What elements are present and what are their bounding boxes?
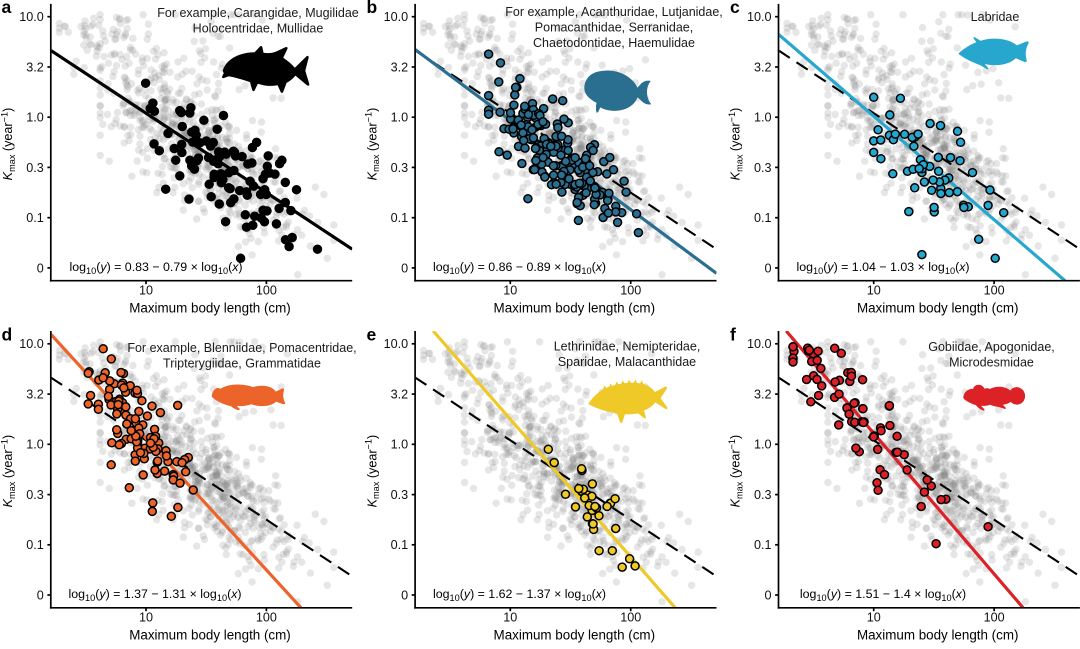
svg-text:0: 0: [37, 588, 44, 602]
svg-text:3.2: 3.2: [754, 387, 772, 401]
svg-text:Lethrinidae, Nemipteridae,: Lethrinidae, Nemipteridae,: [554, 339, 701, 353]
svg-text:log10(y) = 1.37 − 1.31 × log10: log10(y) = 1.37 − 1.31 × log10(x): [68, 587, 241, 603]
svg-text:Kmax (year−1): Kmax (year−1): [0, 108, 17, 181]
svg-text:10: 10: [139, 284, 153, 298]
svg-text:0.1: 0.1: [754, 211, 772, 225]
svg-text:Pomacanthidae, Serranidae,: Pomacanthidae, Serranidae,: [535, 20, 693, 34]
svg-text:100: 100: [256, 284, 277, 298]
svg-text:0: 0: [401, 261, 408, 275]
svg-text:3.2: 3.2: [26, 387, 44, 401]
svg-text:100: 100: [620, 284, 641, 298]
svg-text:Kmax (year−1): Kmax (year−1): [727, 435, 744, 508]
svg-text:0.1: 0.1: [391, 211, 409, 225]
svg-text:0: 0: [764, 261, 771, 275]
svg-text:0.1: 0.1: [754, 538, 772, 552]
svg-text:0.1: 0.1: [391, 538, 409, 552]
svg-text:10.0: 10.0: [384, 337, 409, 351]
svg-text:0.3: 0.3: [754, 488, 772, 502]
svg-text:Maximum body length (cm): Maximum body length (cm): [129, 301, 290, 316]
svg-text:Labridae: Labridae: [971, 10, 1020, 24]
svg-text:10.0: 10.0: [19, 337, 44, 351]
svg-text:100: 100: [256, 611, 277, 625]
svg-text:Chaetodontidae, Haemulidae: Chaetodontidae, Haemulidae: [533, 36, 695, 50]
svg-text:0: 0: [401, 588, 408, 602]
svg-text:10.0: 10.0: [384, 10, 409, 24]
svg-text:b: b: [367, 0, 378, 17]
svg-text:100: 100: [984, 284, 1005, 298]
svg-text:e: e: [367, 324, 377, 344]
svg-text:d: d: [2, 324, 13, 344]
svg-text:Holocentridae, Mullidae: Holocentridae, Mullidae: [193, 21, 324, 35]
svg-text:1.0: 1.0: [26, 438, 44, 452]
svg-text:1.0: 1.0: [754, 438, 772, 452]
svg-text:0.3: 0.3: [391, 488, 409, 502]
svg-text:100: 100: [620, 611, 641, 625]
svg-text:For example, Carangidae, Mugil: For example, Carangidae, Mugilidae: [157, 6, 359, 20]
svg-text:1.0: 1.0: [754, 111, 772, 125]
svg-text:0.3: 0.3: [391, 161, 409, 175]
svg-text:10.0: 10.0: [747, 10, 772, 24]
svg-text:Tripterygiidae, Grammatidae: Tripterygiidae, Grammatidae: [163, 356, 321, 370]
svg-text:10: 10: [867, 284, 881, 298]
svg-text:0: 0: [37, 261, 44, 275]
svg-text:0: 0: [764, 588, 771, 602]
svg-text:Kmax (year−1): Kmax (year−1): [727, 108, 744, 181]
svg-text:Maximum body length (cm): Maximum body length (cm): [857, 301, 1018, 316]
svg-text:Microdesmidae: Microdesmidae: [949, 355, 1034, 369]
svg-text:100: 100: [984, 611, 1005, 625]
svg-text:0.3: 0.3: [26, 488, 44, 502]
svg-text:log10(y) = 1.04 − 1.03 × log10: log10(y) = 1.04 − 1.03 × log10(x): [796, 260, 969, 276]
svg-text:Maximum body length (cm): Maximum body length (cm): [129, 628, 290, 643]
svg-text:3.2: 3.2: [391, 60, 409, 74]
svg-text:f: f: [730, 324, 736, 344]
svg-text:Gobiidae, Apogonidae,: Gobiidae, Apogonidae,: [928, 340, 1055, 354]
svg-text:1.0: 1.0: [391, 438, 409, 452]
svg-text:Maximum body length (cm): Maximum body length (cm): [494, 628, 655, 643]
svg-text:log10(y) = 1.62 − 1.37 × log10: log10(y) = 1.62 − 1.37 × log10(x): [433, 587, 606, 603]
svg-text:0.3: 0.3: [754, 161, 772, 175]
svg-text:0.1: 0.1: [26, 211, 44, 225]
svg-text:10: 10: [503, 284, 517, 298]
svg-text:0.3: 0.3: [26, 161, 44, 175]
svg-text:10.0: 10.0: [747, 337, 772, 351]
svg-text:3.2: 3.2: [391, 387, 409, 401]
svg-text:10: 10: [139, 611, 153, 625]
svg-text:log10(y) = 0.83 − 0.79 × log10: log10(y) = 0.83 − 0.79 × log10(x): [69, 260, 242, 276]
svg-text:For example, Acanthuridae, Lut: For example, Acanthuridae, Lutjanidae,: [505, 5, 723, 19]
svg-text:10.0: 10.0: [19, 10, 44, 24]
svg-text:a: a: [2, 0, 12, 17]
svg-text:log10(y) = 0.86 − 0.89 × log10: log10(y) = 0.86 − 0.89 × log10(x): [433, 260, 606, 276]
svg-text:10: 10: [867, 611, 881, 625]
svg-text:For example, Blenniidae, Pomac: For example, Blenniidae, Pomacentridae,: [127, 341, 356, 355]
svg-text:Kmax (year−1): Kmax (year−1): [364, 435, 381, 508]
svg-text:3.2: 3.2: [754, 60, 772, 74]
svg-text:Kmax (year−1): Kmax (year−1): [364, 108, 381, 181]
svg-text:3.2: 3.2: [26, 60, 44, 74]
svg-text:10: 10: [503, 611, 517, 625]
svg-text:Maximum body length (cm): Maximum body length (cm): [494, 301, 655, 316]
svg-text:Maximum body length (cm): Maximum body length (cm): [857, 628, 1018, 643]
svg-text:c: c: [730, 0, 740, 17]
svg-text:log10(y) = 1.51 − 1.4 × log10(: log10(y) = 1.51 − 1.4 × log10(x): [800, 587, 966, 603]
svg-text:0.1: 0.1: [26, 538, 44, 552]
svg-text:Sparidae, Malacanthidae: Sparidae, Malacanthidae: [558, 355, 696, 369]
svg-text:1.0: 1.0: [26, 111, 44, 125]
svg-text:Kmax (year−1): Kmax (year−1): [0, 435, 17, 508]
svg-text:1.0: 1.0: [391, 111, 409, 125]
